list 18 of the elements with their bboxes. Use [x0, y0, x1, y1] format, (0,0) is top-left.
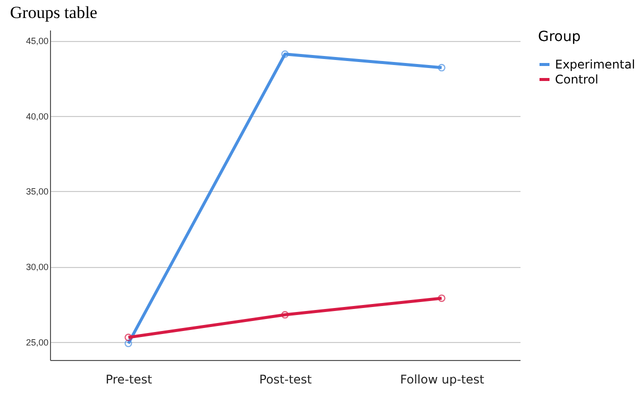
y-tick-label: 45,00 — [26, 36, 48, 46]
y-tick-label: 40,00 — [26, 111, 48, 122]
legend-label: Control — [555, 72, 598, 86]
legend-label: Experimental — [555, 58, 636, 72]
point — [124, 340, 132, 348]
x-tick-label: Pre-test — [106, 372, 152, 386]
point — [438, 64, 446, 72]
point — [281, 311, 289, 319]
x-tick-label: Follow up-test — [400, 372, 484, 386]
point — [281, 50, 289, 58]
point — [124, 334, 132, 342]
y-tick-label: 25,00 — [26, 337, 48, 348]
chart-title: Groups table — [10, 3, 98, 22]
point — [438, 294, 446, 302]
x-tick-label: Post-test — [259, 372, 312, 386]
legend-title: Group — [538, 29, 581, 45]
y-tick-label: 30,00 — [26, 262, 48, 272]
y-tick-label: 35,00 — [26, 186, 48, 197]
